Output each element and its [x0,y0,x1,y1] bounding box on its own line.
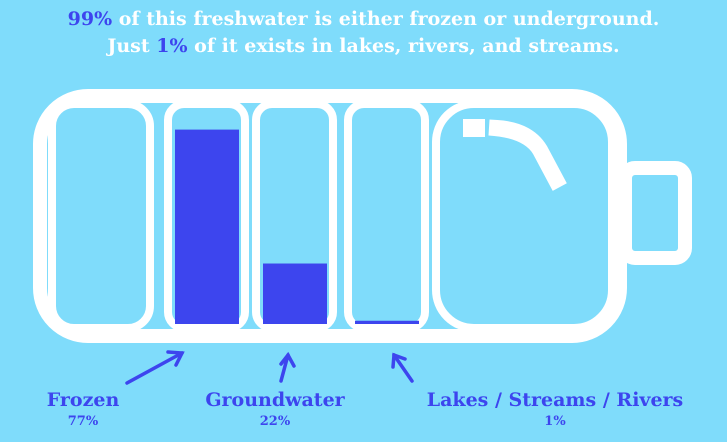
headline-line-1-text: of this freshwater is either frozen or u… [112,8,660,30]
headline-percent-99: 99% [67,8,113,30]
label-groundwater-percent: 22% [259,414,291,429]
label-frozen: Frozen 77% [28,389,138,430]
headline: 99% of this freshwater is either frozen … [0,6,727,60]
label-lakes-streams-rivers-percent: 1% [544,414,566,429]
bottle-cap [618,161,692,265]
label-lakes-streams-rivers: Lakes / Streams / Rivers 1% [405,389,705,430]
headline-percent-1: 1% [156,35,188,57]
label-lakes-streams-rivers-name: Lakes / Streams / Rivers [426,389,684,411]
highlight-mark [463,119,485,137]
headline-line-2-text: of it exists in lakes, rivers, and strea… [187,35,620,57]
shoulder-compartment [432,100,616,332]
label-frozen-name: Frozen [46,389,120,411]
headline-line-1: 99% of this freshwater is either frozen … [0,6,727,33]
highlight-curve [488,119,567,191]
fill-groundwater [263,263,327,324]
bottle-body [33,89,627,343]
compartment-lakes-streams-rivers [344,100,429,332]
label-groundwater-name: Groundwater [205,389,345,411]
arrow-frozen [125,350,185,385]
fill-lakes-streams-rivers [355,320,419,324]
headline-line-2-prefix: Just [107,35,157,57]
label-groundwater: Groundwater 22% [190,389,360,430]
empty-compartment [48,100,154,332]
headline-line-2: Just 1% of it exists in lakes, rivers, a… [0,33,727,60]
arrow-lakes-streams-rivers [391,352,414,383]
label-frozen-percent: 77% [67,414,99,429]
arrow-groundwater [279,351,296,383]
fill-frozen [175,129,239,324]
